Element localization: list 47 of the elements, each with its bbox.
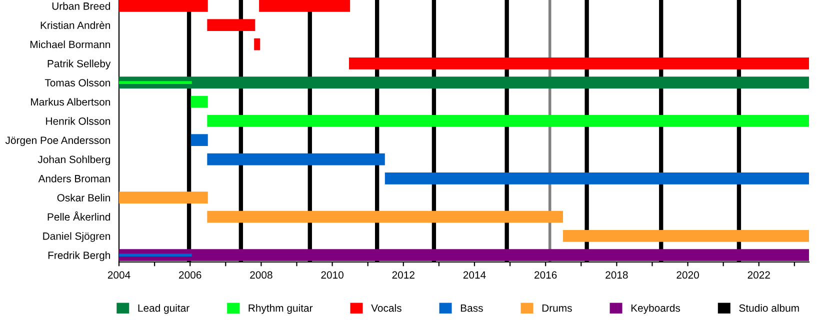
bar [119,76,809,89]
y-tick-label: Anders Broman [38,174,110,182]
legend-label: Bass [460,304,483,312]
x-tick-label: 2008 [250,271,272,279]
bar [259,0,350,12]
bar [190,134,208,146]
bar [119,254,192,257]
bar [254,38,260,50]
legend-label: Rhythm guitar [248,304,313,314]
legend-label: Drums [542,304,572,312]
x-tick-label: 2004 [108,271,130,279]
bar [207,114,809,127]
y-tick-label: Johan Sohlberg [38,155,110,166]
x-tick-label: 2020 [676,271,699,279]
y-tick-label: Kristian Andrèn [40,21,110,29]
y-tick-label: Pelle Åkerlind [48,211,110,221]
legend-label: Studio album [739,304,799,312]
y-tick-label: Tomas Olsson [44,78,110,86]
x-tick-label: 2016 [534,271,557,279]
bar [190,96,208,108]
bar [207,19,256,32]
bar [563,230,809,242]
bar [207,210,564,223]
y-tick-label: Michael Bormann [30,40,110,48]
bar [349,58,809,70]
x-tick-label: 2012 [392,271,414,279]
legend-label: Vocals [371,304,402,312]
bar [119,81,192,84]
x-tick-label: 2010 [321,271,344,279]
legend-label: Lead guitar [138,304,190,314]
y-tick-label: Markus Albertson [31,98,110,106]
x-tick-label: 2018 [606,271,628,279]
x-tick-label: 2022 [748,271,770,279]
y-tick-label: Jörgen Poe Andersson [5,136,110,146]
bar [119,0,208,12]
bar [119,192,208,204]
y-tick-label: Fredrik Bergh [48,251,110,262]
x-tick-label: 2014 [463,271,486,279]
legend-label: Keyboards [631,304,680,314]
y-tick-label: Oskar Belin [57,194,110,202]
bar [384,172,809,184]
y-tick-label: Patrik Selleby [48,60,111,70]
y-tick-label: Urban Breed [52,2,110,10]
x-tick-label: 2006 [179,271,202,279]
bar [207,153,385,166]
y-tick-label: Henrik Olsson [46,117,110,125]
y-tick-label: Daniel Sjögren [43,232,110,242]
